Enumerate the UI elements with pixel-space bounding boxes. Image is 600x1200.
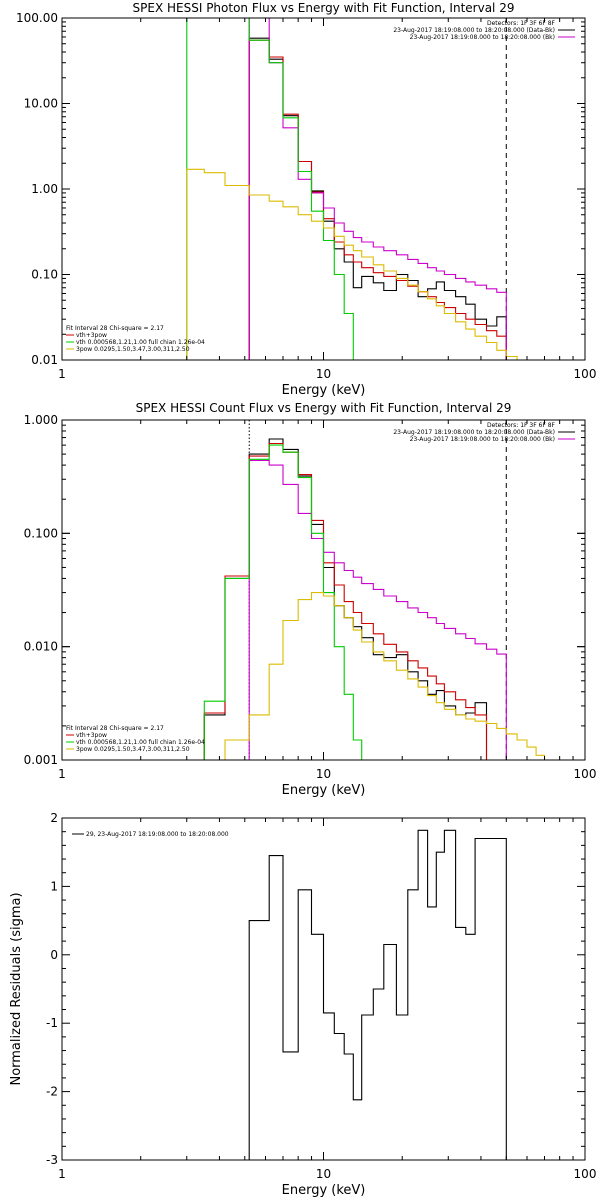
x-tick-label: 10 <box>316 767 331 781</box>
series-5 <box>186 168 518 360</box>
legend-bottom-entry: Fit Interval 28 Chi-square = 2.17 <box>66 725 164 732</box>
chart-panel-1: SPEX HESSI Photon Flux vs Energy with Fi… <box>16 1 596 398</box>
series-1 <box>203 438 488 760</box>
x-tick-label: 100 <box>574 1167 597 1181</box>
y-tick-label: 1 <box>50 879 58 893</box>
y-tick-label: 1.000 <box>24 413 58 427</box>
y-tick-label: -1 <box>46 1016 58 1030</box>
x-tick-label: 100 <box>574 367 597 381</box>
legend-bottom-entry: 3pow 0.0295,1.50,3.47,3.00,311,2.50 <box>76 346 190 353</box>
y-tick-label: 10.00 <box>24 97 58 111</box>
series-4 <box>186 17 362 361</box>
series-1 <box>248 37 507 360</box>
y-tick-label: -2 <box>46 1085 58 1099</box>
x-axis-label: Energy (keV) <box>282 383 366 398</box>
legend-entry: 29, 23-Aug-2017 18:19:08.000 to 18:20:08… <box>86 831 229 838</box>
y-tick-label: -3 <box>46 1153 58 1167</box>
chart-panel-2: SPEX HESSI Count Flux vs Energy with Fit… <box>24 401 597 798</box>
series-2 <box>248 39 507 360</box>
legend-bottom-entry: vth+3pow <box>76 332 107 339</box>
y-tick-label: 1.00 <box>31 182 58 196</box>
series-3 <box>248 459 507 760</box>
x-tick-label: 10 <box>316 367 331 381</box>
legend-top-entry: Detectors: 1F 3F 6F 8F <box>487 422 556 429</box>
x-tick-label: 1 <box>58 1167 66 1181</box>
legend-top-entry: 23-Aug-2017 18:19:08.000 to 18:20:08.000… <box>410 436 555 443</box>
series-4 <box>186 444 374 761</box>
legend-bottom-entry: vth+3pow <box>76 732 107 739</box>
y-tick-label: 0.01 <box>31 353 58 367</box>
chart-panel-3: 1 10 100 Energy (keV) -3 -2 -1 0 1 2 Normalized Re… <box>9 811 596 1198</box>
series-5 <box>186 592 560 761</box>
y-tick-label: 0.100 <box>24 526 58 540</box>
y-tick-label: 0 <box>50 948 58 962</box>
y-tick-label: 0.10 <box>31 268 58 282</box>
x-axis-label: Energy (keV) <box>282 783 366 798</box>
legend-bottom-entry: vth 0.000568,1.21,1.00 full chian 1.26e-… <box>76 739 205 746</box>
series-3 <box>248 17 507 360</box>
y-tick-label: 0.001 <box>24 753 58 767</box>
x-axis-label: Energy (keV) <box>282 1183 366 1198</box>
legend-top-entry: 23-Aug-2017 18:19:08.000 to 18:20:08.000… <box>393 27 555 34</box>
chart-title: SPEX HESSI Photon Flux vs Energy with Fi… <box>133 1 515 15</box>
y-tick-label: 2 <box>50 811 58 825</box>
x-tick-label: 10 <box>316 1167 331 1181</box>
legend-top-entry: Detectors: 1F 3F 6F 8F <box>487 20 556 27</box>
legend-bottom-entry: Fit Interval 28 Chi-square = 2.17 <box>66 325 164 332</box>
series-2 <box>203 442 488 760</box>
legend-bottom-entry: 3pow 0.0295,1.50,3.47,3.00,311,2.50 <box>76 746 190 753</box>
chart-title: SPEX HESSI Count Flux vs Energy with Fit… <box>136 401 512 415</box>
x-tick-label: 1 <box>58 767 66 781</box>
x-tick-label: 100 <box>574 767 597 781</box>
y-tick-label: 0.010 <box>24 640 58 654</box>
y-axis-label: Normalized Residuals (sigma) <box>9 892 24 1085</box>
y-tick-label: 100.00 <box>16 11 58 25</box>
x-tick-label: 1 <box>58 367 66 381</box>
legend-top-entry: 23-Aug-2017 18:19:08.000 to 18:20:08.000… <box>410 34 555 41</box>
legend-top-entry: 23-Aug-2017 18:19:08.000 to 18:20:08.000… <box>393 429 555 436</box>
legend-bottom-entry: vth 0.000568,1.21,1.00 full chian 1.26e-… <box>76 339 205 346</box>
series-1 <box>248 829 507 1160</box>
